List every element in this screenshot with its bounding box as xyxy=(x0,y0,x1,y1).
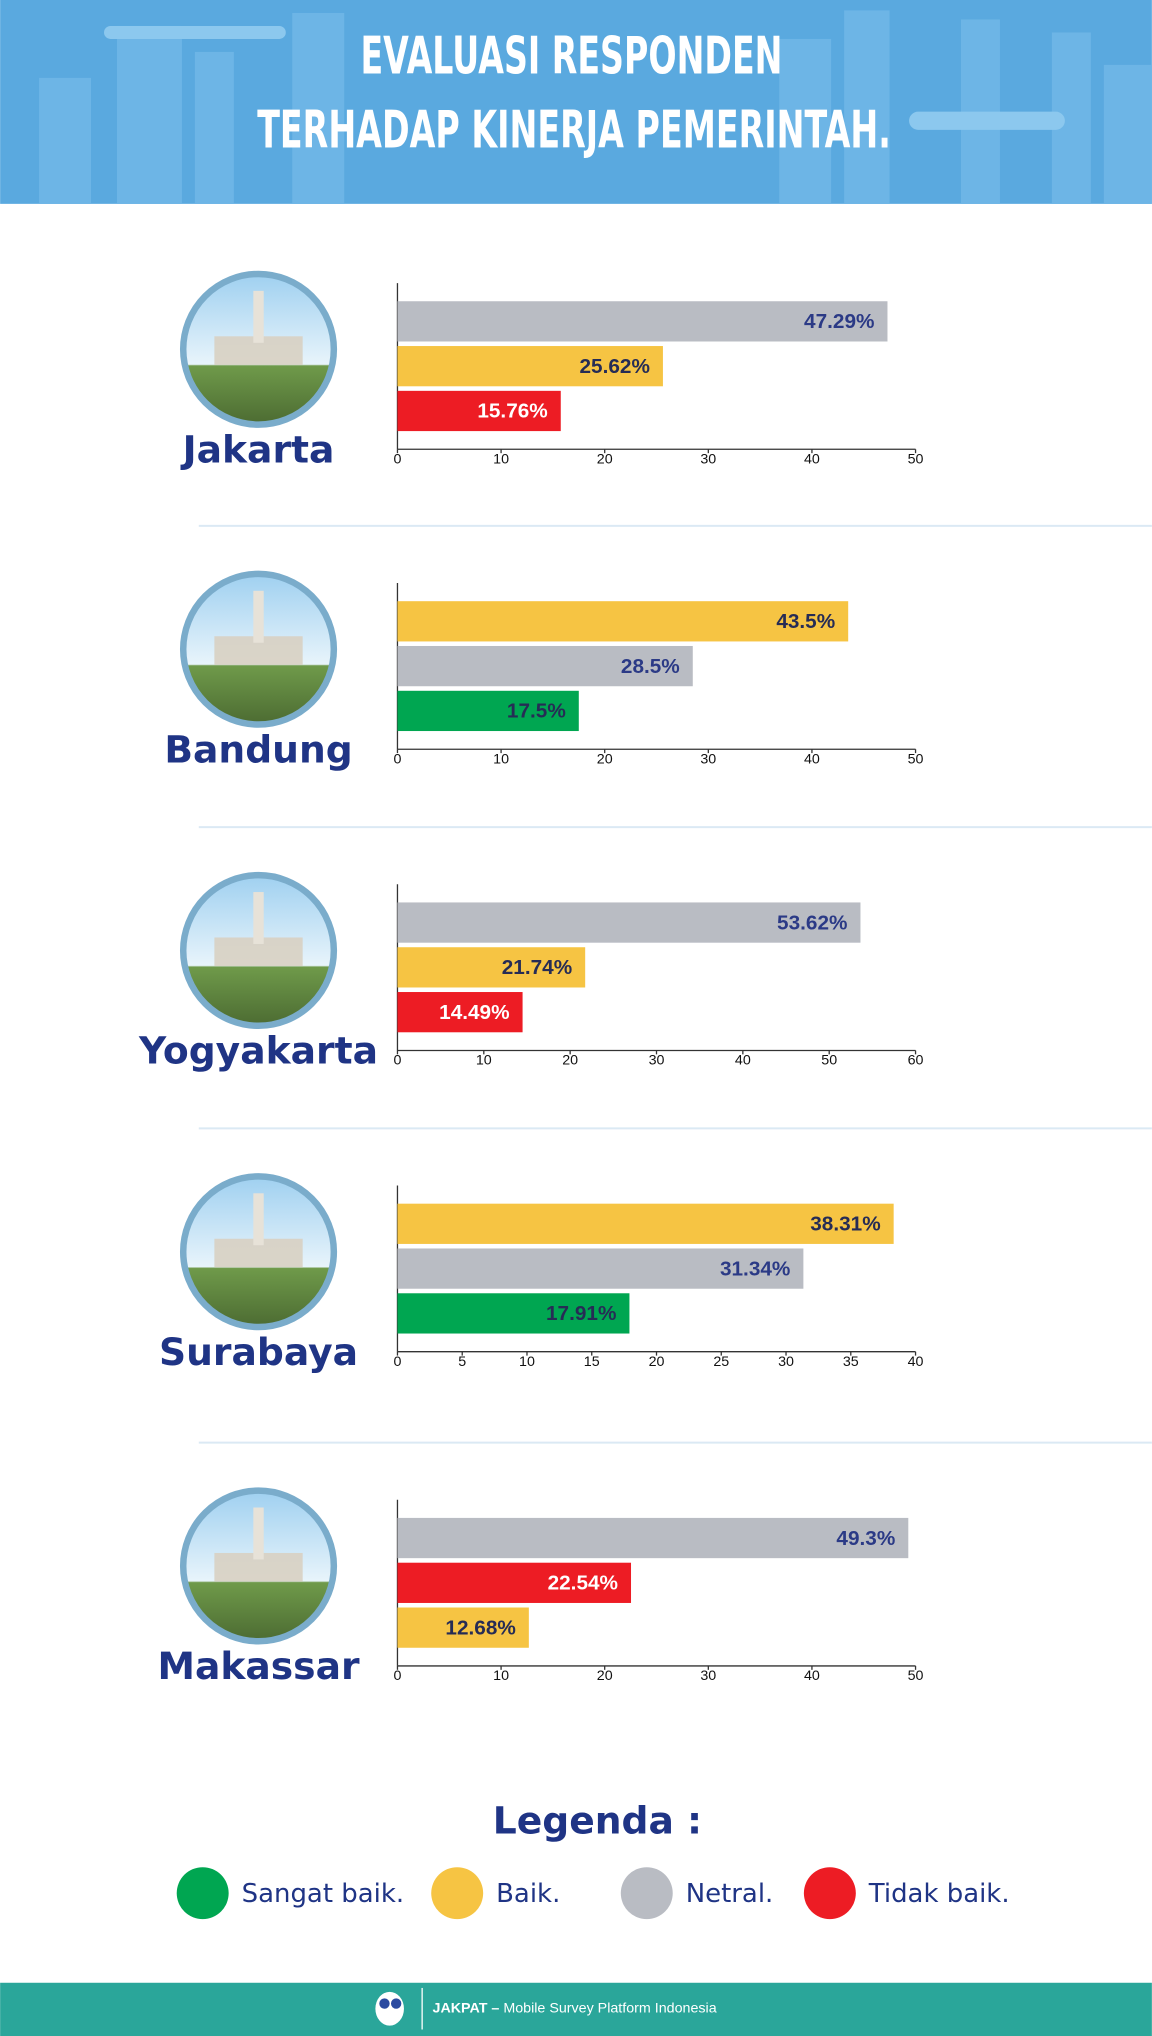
bar xyxy=(397,1607,529,1648)
x-tick-label: 20 xyxy=(597,751,613,767)
x-tick-label: 25 xyxy=(713,1354,729,1370)
x-tick-label: 20 xyxy=(597,1668,613,1684)
footer: JAKPAT – Mobile Survey Platform Indonesi… xyxy=(0,1982,1152,2036)
value-label: 17.5% xyxy=(507,700,566,723)
x-tick-label: 10 xyxy=(476,1053,492,1069)
value-label: 28.5% xyxy=(621,655,680,678)
x-tick-label: 60 xyxy=(908,1053,924,1069)
value-label: 17.91% xyxy=(546,1302,616,1325)
bar xyxy=(397,947,586,988)
x-tick-label: 0 xyxy=(393,1053,401,1069)
header: EVALUASI RESPONDEN TERHADAP KINERJA PEME… xyxy=(0,0,1152,204)
photo-tower xyxy=(253,1193,264,1246)
x-tick-label: 40 xyxy=(804,751,820,767)
city-name: Jakarta xyxy=(180,427,335,471)
x-tick-label: 40 xyxy=(735,1053,751,1069)
value-label: 14.49% xyxy=(439,1001,509,1024)
x-tick-label: 40 xyxy=(908,1354,924,1370)
x-tick-label: 0 xyxy=(393,1354,401,1370)
bar xyxy=(397,690,579,732)
photo-tower xyxy=(253,290,264,343)
x-tick-label: 30 xyxy=(700,751,716,767)
city-name: Makassar xyxy=(157,1644,359,1688)
legend-label: Sangat baik. xyxy=(242,1879,405,1909)
x-tick-label: 50 xyxy=(821,1053,837,1069)
city-name: Bandung xyxy=(164,727,352,771)
legend-label: Tidak baik. xyxy=(868,1879,1010,1909)
value-label: 22.54% xyxy=(548,1572,618,1595)
bar xyxy=(397,301,888,342)
photo-tower xyxy=(253,1507,264,1560)
city-panel: Bandung 0 10 20 30 40 50 43.5% 28.5% 17.5% xyxy=(164,524,1152,771)
x-tick-label: 30 xyxy=(700,1668,716,1684)
bar xyxy=(397,992,523,1033)
footer-text: JAKPAT – Mobile Survey Platform Indonesi… xyxy=(433,2000,717,2016)
x-tick-label: 5 xyxy=(458,1354,466,1370)
photo-tower xyxy=(253,590,264,643)
photo-tower xyxy=(253,892,264,944)
x-tick-label: 0 xyxy=(393,1668,401,1684)
legend: Legenda : Sangat baik. Baik. Netral. Tidak … xyxy=(176,1799,1010,1920)
bar xyxy=(397,1293,630,1334)
title-line: TERHADAP KINERJA PEMERINTAH. xyxy=(257,101,891,161)
x-tick-label: 50 xyxy=(908,751,924,767)
value-label: 43.5% xyxy=(776,610,835,633)
x-tick-label: 0 xyxy=(393,751,401,767)
bar xyxy=(397,601,849,642)
x-tick-label: 40 xyxy=(804,1668,820,1684)
legend-label: Netral. xyxy=(686,1879,774,1909)
value-label: 12.68% xyxy=(445,1616,515,1639)
legend-swatch xyxy=(803,1867,856,1920)
x-tick-label: 50 xyxy=(908,451,924,467)
value-label: 25.62% xyxy=(580,355,650,378)
value-label: 21.74% xyxy=(502,956,572,979)
bar xyxy=(397,1248,804,1289)
value-label: 53.62% xyxy=(777,911,847,934)
x-tick-label: 30 xyxy=(778,1354,794,1370)
legend-title: Legenda : xyxy=(493,1799,702,1843)
bar xyxy=(397,346,663,387)
city-panel: Surabaya 0 5 10 15 20 25 30 35 40 38.31% 31.34% 17.9… xyxy=(159,1127,1152,1374)
legend-swatch xyxy=(431,1867,484,1920)
value-label: 15.76% xyxy=(477,400,547,423)
x-tick-label: 20 xyxy=(597,451,613,467)
legend-swatch xyxy=(176,1867,229,1920)
x-tick-label: 10 xyxy=(493,751,509,767)
value-label: 49.3% xyxy=(836,1527,895,1550)
city-name: Yogyakarta xyxy=(138,1029,378,1073)
title-line: EVALUASI RESPONDEN xyxy=(360,27,782,87)
footer-tagline: Mobile Survey Platform Indonesia xyxy=(503,2000,716,2016)
bar xyxy=(397,645,693,687)
bar xyxy=(397,1203,894,1244)
x-tick-label: 30 xyxy=(700,451,716,467)
x-tick-label: 10 xyxy=(519,1354,535,1370)
city-panel: Makassar 0 10 20 30 40 50 49.3% 22.54% 12.68% xyxy=(157,1441,1152,1688)
x-tick-label: 30 xyxy=(649,1053,665,1069)
city-panel: Yogyakarta 0 10 20 30 40 50 60 53.62% 21.74% 14.49… xyxy=(138,826,1152,1073)
x-tick-label: 40 xyxy=(804,451,820,467)
x-tick-label: 20 xyxy=(562,1053,578,1069)
value-label: 31.34% xyxy=(720,1257,790,1280)
x-tick-label: 15 xyxy=(584,1354,600,1370)
city-name: Surabaya xyxy=(159,1330,358,1374)
legend-label: Baik. xyxy=(496,1879,560,1909)
bar xyxy=(397,902,861,943)
x-tick-label: 10 xyxy=(493,451,509,467)
value-label: 47.29% xyxy=(804,310,874,333)
x-tick-label: 50 xyxy=(908,1668,924,1684)
bar xyxy=(397,390,561,432)
bar xyxy=(397,1517,909,1559)
footer-brand: JAKPAT – xyxy=(433,2000,500,2016)
bar xyxy=(397,1562,632,1603)
legend-swatch xyxy=(620,1867,673,1920)
charts: Jakarta 0 10 20 30 40 5047.29%25.62%15.76%Band… xyxy=(138,270,1152,1688)
x-tick-label: 0 xyxy=(393,451,401,467)
city-panel: Jakarta 0 10 20 30 40 50 47.29% 25.62% 15.76% xyxy=(180,270,924,471)
x-tick-label: 10 xyxy=(493,1668,509,1684)
value-label: 38.31% xyxy=(810,1213,880,1236)
x-tick-label: 20 xyxy=(649,1354,665,1370)
x-tick-label: 35 xyxy=(843,1354,859,1370)
